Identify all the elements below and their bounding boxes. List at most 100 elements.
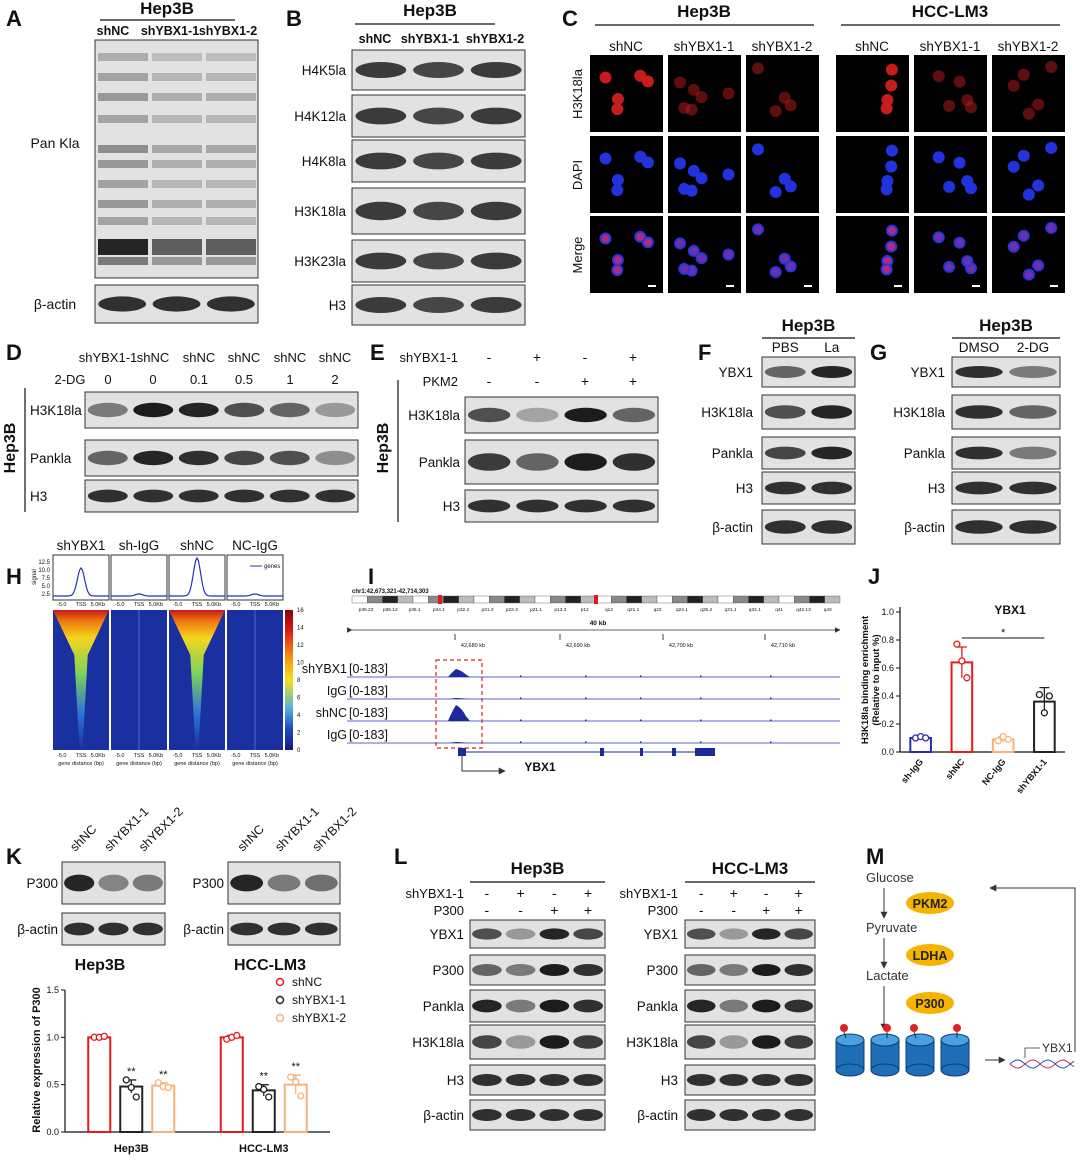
ideogram-band <box>504 595 520 604</box>
ideogram-band <box>748 595 764 604</box>
data-point <box>963 674 971 682</box>
ideogram-band <box>443 595 459 604</box>
blot-band <box>686 1035 716 1049</box>
micrograph <box>914 216 987 293</box>
ideogram-band <box>611 595 627 604</box>
blot-box <box>84 439 359 477</box>
blot-band <box>355 107 407 125</box>
label: - <box>535 373 540 389</box>
cell <box>1017 149 1030 162</box>
panel-label: B <box>286 6 302 31</box>
cell <box>689 246 698 255</box>
blot-band <box>98 115 148 123</box>
cell <box>769 186 782 199</box>
blot-band <box>764 481 806 495</box>
blot-band <box>98 93 148 101</box>
blot-band <box>573 964 603 976</box>
cell <box>885 144 898 157</box>
blot-band <box>505 999 536 1013</box>
label: H3K18la <box>294 204 346 219</box>
blot-band <box>304 922 338 936</box>
blot-band <box>152 160 202 168</box>
blot-band <box>764 405 806 419</box>
label: shYBX1-2 <box>199 24 257 38</box>
label: 5.0Kb <box>265 753 279 759</box>
data-point <box>122 1076 130 1084</box>
blot-band <box>539 1035 570 1049</box>
label: 4 <box>297 713 301 719</box>
cell <box>722 87 735 100</box>
ideogram-band <box>656 595 673 604</box>
panel-label: M <box>866 844 884 869</box>
cell <box>752 62 765 75</box>
label: + <box>517 885 525 901</box>
cell <box>678 262 691 275</box>
label: LDHA <box>913 949 948 963</box>
ideogram-band <box>595 595 612 604</box>
centromere <box>594 595 598 604</box>
cell <box>685 103 698 116</box>
blot-band <box>152 200 202 208</box>
ideogram-band <box>397 595 414 604</box>
cell <box>613 266 622 275</box>
label: YBX1 <box>1042 1041 1073 1055</box>
track-noise <box>770 719 772 721</box>
bar <box>119 1085 144 1134</box>
cell <box>676 239 685 248</box>
track-noise <box>640 741 642 743</box>
x-tick-label: sh-IgG <box>899 757 925 785</box>
label: H3K18la <box>30 403 82 418</box>
label: YBX1 <box>643 927 678 942</box>
profile-line <box>169 556 225 597</box>
label: HCC-LM3 <box>234 957 306 974</box>
blot-band <box>811 446 853 460</box>
label: Pankla <box>637 999 679 1014</box>
cell <box>955 238 964 247</box>
label: YBX1 <box>910 365 945 380</box>
tss-arrow <box>1024 1047 1040 1058</box>
cell <box>752 143 765 156</box>
blot-band <box>516 499 559 513</box>
blot-band <box>751 928 781 940</box>
feedback-arrow <box>989 884 1076 1052</box>
cell <box>674 237 687 250</box>
blot-band <box>152 296 201 312</box>
cell <box>880 183 893 196</box>
nucleosome-bottom <box>870 1063 900 1077</box>
data-point <box>297 1092 305 1100</box>
cell <box>1022 107 1035 120</box>
blot-band <box>1009 520 1057 534</box>
data-point <box>127 1083 135 1092</box>
blot-band <box>955 405 1003 419</box>
bar <box>151 1084 176 1133</box>
y-tick-label: 0.0 <box>881 747 894 757</box>
label: p13.3 <box>554 607 566 613</box>
label: (Relative to input %) <box>871 634 882 725</box>
cell <box>885 79 898 92</box>
label: 14 <box>297 626 304 632</box>
ideogram-band <box>626 595 642 604</box>
blot-band <box>472 964 502 976</box>
ideogram-band <box>489 595 505 604</box>
blot-band <box>178 402 219 418</box>
track-noise <box>520 697 522 699</box>
label: TSS <box>192 602 203 608</box>
label: chr1:42,673,321-42,714,303 <box>352 589 429 595</box>
blot-band <box>764 520 806 534</box>
x-tick-label: shYBX1-1 <box>1014 757 1049 796</box>
blot-band <box>1009 481 1057 495</box>
cell <box>1047 223 1056 232</box>
cell <box>769 266 782 279</box>
blot-band <box>564 453 607 471</box>
label: Pankla <box>423 999 465 1014</box>
label: β-actin <box>423 1108 464 1123</box>
blot-band <box>516 453 559 471</box>
label: TSS <box>76 602 87 608</box>
label: shNC <box>609 39 643 54</box>
label: - <box>699 902 704 918</box>
label: TSS <box>250 602 261 608</box>
track-noise <box>520 741 522 743</box>
label: signal <box>32 569 38 585</box>
